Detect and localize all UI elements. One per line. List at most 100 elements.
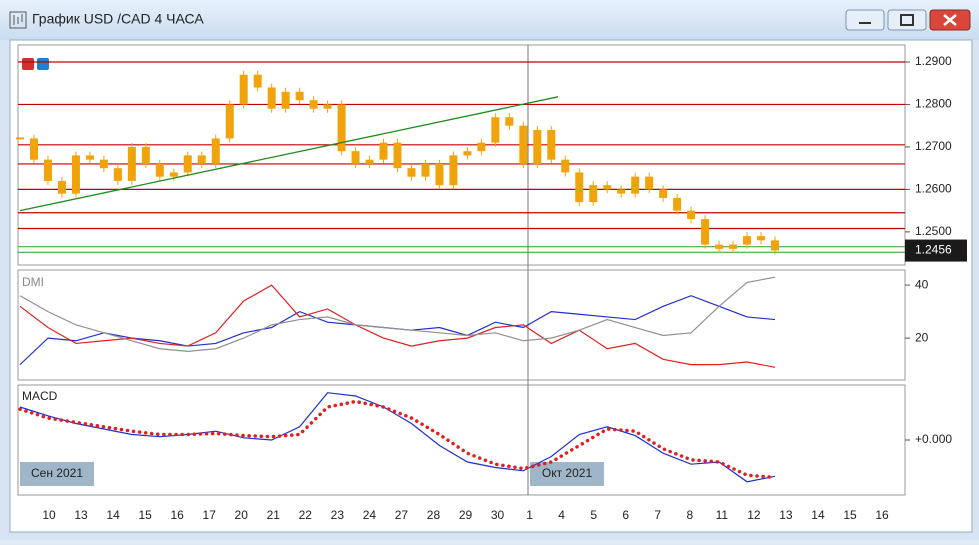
candle xyxy=(673,197,682,211)
candle xyxy=(309,100,318,109)
candle xyxy=(505,117,514,126)
x-tick-label: 1 xyxy=(526,508,533,522)
candle xyxy=(127,146,136,181)
minimize-button[interactable] xyxy=(845,9,885,31)
candle xyxy=(603,185,612,190)
maximize-button[interactable] xyxy=(887,9,927,31)
y-tick-label: 1.2900 xyxy=(915,54,952,68)
x-tick-label: 10 xyxy=(42,508,56,522)
x-tick-label: 29 xyxy=(459,508,473,522)
candle xyxy=(477,142,486,152)
candle xyxy=(617,189,626,194)
y-tick-label: 20 xyxy=(915,330,929,344)
candle xyxy=(155,163,164,177)
y-tick-label: +0.000 xyxy=(915,432,952,446)
candle xyxy=(743,236,752,245)
x-tick-label: 27 xyxy=(395,508,409,522)
x-tick-label: 22 xyxy=(299,508,313,522)
current-price: 1.2456 xyxy=(915,243,952,257)
candle xyxy=(729,244,738,249)
color-toggle-blue[interactable] xyxy=(37,58,49,70)
candle xyxy=(687,210,696,220)
x-tick-label: 13 xyxy=(779,508,793,522)
y-tick-label: 1.2800 xyxy=(915,97,952,111)
candle xyxy=(519,125,528,164)
y-tick-label: 1.2700 xyxy=(915,139,952,153)
candle xyxy=(141,146,150,164)
candle xyxy=(463,151,472,156)
period-box xyxy=(530,462,604,486)
candle xyxy=(547,129,556,160)
candle xyxy=(43,159,52,181)
trend-line xyxy=(19,96,559,212)
x-tick-label: 28 xyxy=(427,508,441,522)
signal-line xyxy=(18,399,777,480)
candle xyxy=(295,91,304,101)
x-tick-label: 8 xyxy=(686,508,693,522)
candle xyxy=(701,219,710,245)
period-label: Сен 2021 xyxy=(31,466,83,480)
indicator-line xyxy=(19,392,776,483)
macd-label: MACD xyxy=(22,389,58,403)
candle xyxy=(393,142,402,169)
period-box xyxy=(20,462,94,486)
candle xyxy=(645,176,654,190)
y-tick-label: 40 xyxy=(915,277,929,291)
x-tick-label: 30 xyxy=(491,508,505,522)
y-tick-label: 1.2600 xyxy=(915,182,952,196)
indicator-line xyxy=(19,276,776,352)
x-tick-label: 20 xyxy=(235,508,249,522)
price-panel xyxy=(17,44,906,266)
x-tick-label: 15 xyxy=(843,508,857,522)
candle xyxy=(757,236,766,241)
x-tick-label: 14 xyxy=(106,508,120,522)
candle xyxy=(407,168,416,177)
indicator-line xyxy=(19,284,776,368)
x-tick-label: 11 xyxy=(716,508,729,522)
x-tick-label: 6 xyxy=(622,508,629,522)
candle xyxy=(589,185,598,203)
candle xyxy=(281,91,290,109)
candle xyxy=(267,87,276,109)
dmi-label: DMI xyxy=(22,275,44,289)
candle xyxy=(365,159,374,164)
candle xyxy=(71,155,80,194)
candle xyxy=(323,104,332,109)
x-tick-label: 15 xyxy=(138,508,152,522)
candle xyxy=(351,151,360,164)
x-tick-label: 24 xyxy=(363,508,377,522)
candle xyxy=(85,155,94,160)
candle xyxy=(771,240,779,251)
candle xyxy=(449,155,458,186)
x-tick-label: 13 xyxy=(74,508,88,522)
candle xyxy=(253,74,262,88)
candle xyxy=(533,129,542,164)
chart-area xyxy=(9,39,973,533)
candle xyxy=(183,155,192,173)
x-tick-label: 17 xyxy=(203,508,217,522)
candle xyxy=(491,117,500,143)
x-tick-label: 4 xyxy=(558,508,565,522)
x-tick-label: 5 xyxy=(590,508,597,522)
title-bar xyxy=(0,0,979,40)
app-icon xyxy=(9,11,27,29)
candle xyxy=(715,244,724,249)
period-label: Окт 2021 xyxy=(542,466,593,480)
x-tick-label: 12 xyxy=(747,508,761,522)
candle xyxy=(659,189,668,198)
candle xyxy=(225,104,234,139)
current-price-box xyxy=(905,239,967,262)
candle xyxy=(29,138,38,160)
maximize-icon xyxy=(900,14,914,26)
x-tick-label: 7 xyxy=(654,508,661,522)
candle xyxy=(435,163,444,186)
x-tick-label: 14 xyxy=(811,508,825,522)
candle xyxy=(421,163,430,177)
candle xyxy=(169,172,178,177)
x-tick-label: 21 xyxy=(267,508,281,522)
color-toggle-red[interactable] xyxy=(22,58,34,70)
x-tick-label: 16 xyxy=(170,508,184,522)
window-title: График USD /CAD 4 ЧАСА xyxy=(32,11,204,27)
candle xyxy=(379,142,388,160)
